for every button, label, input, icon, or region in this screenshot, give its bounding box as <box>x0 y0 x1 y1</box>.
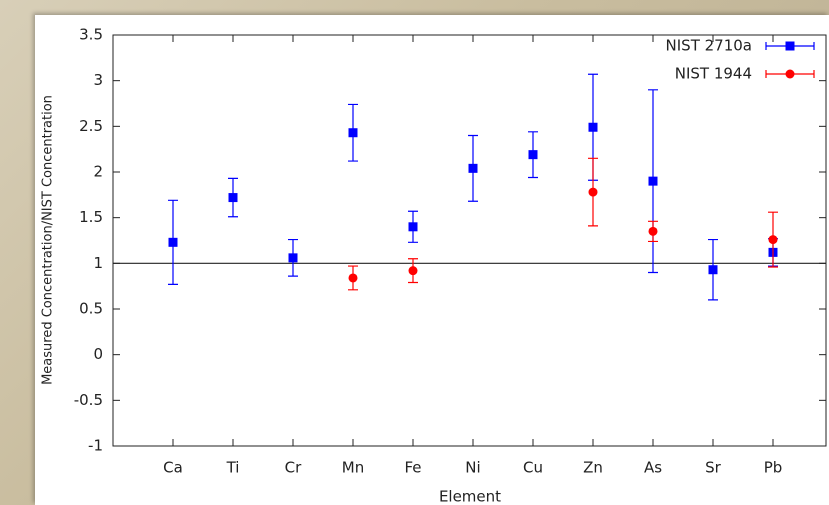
x-tick-label: Mn <box>342 459 364 477</box>
marker <box>408 222 418 232</box>
x-axis-label: Element <box>439 488 501 505</box>
marker <box>348 128 358 138</box>
y-tick-label: 0 <box>93 345 103 363</box>
x-tick-label: Ti <box>226 459 240 477</box>
marker <box>768 235 778 245</box>
marker <box>588 187 598 197</box>
y-axis-label: Measured Concentration/NIST Concentratio… <box>41 95 56 385</box>
x-tick-label: Cu <box>523 459 543 477</box>
legend-marker <box>785 41 795 51</box>
y-tick-label: 1.5 <box>79 208 103 226</box>
marker <box>528 150 538 160</box>
x-tick-label: Cr <box>285 459 302 477</box>
x-tick-label: Ni <box>465 459 480 477</box>
x-tick-label: Fe <box>404 459 421 477</box>
chart-panel <box>35 15 829 505</box>
x-tick-label: Sr <box>705 459 722 477</box>
marker <box>228 193 238 203</box>
y-tick-label: 0.5 <box>79 300 103 318</box>
x-tick-label: As <box>644 459 662 477</box>
marker <box>708 265 718 275</box>
legend-label: NIST 2710a <box>666 37 752 55</box>
x-tick-label: Pb <box>764 459 783 477</box>
x-tick-label: Zn <box>583 459 603 477</box>
legend-marker <box>785 69 795 79</box>
marker <box>348 273 358 283</box>
y-tick-label: 2 <box>93 163 103 181</box>
marker <box>168 237 178 247</box>
marker <box>288 253 298 263</box>
marker <box>648 176 658 186</box>
y-tick-label: -1 <box>88 437 103 455</box>
plot-frame <box>112 34 827 447</box>
y-tick-label: 3.5 <box>79 26 103 44</box>
marker <box>648 226 658 236</box>
marker <box>408 266 418 276</box>
y-tick-label: 2.5 <box>79 117 103 135</box>
y-tick-label: 1 <box>93 254 103 272</box>
legend-label: NIST 1944 <box>675 65 752 83</box>
marker <box>468 163 478 173</box>
y-tick-label: -0.5 <box>74 391 103 409</box>
x-tick-label: Ca <box>163 459 183 477</box>
y-tick-label: 3 <box>93 71 103 89</box>
marker <box>588 122 598 132</box>
